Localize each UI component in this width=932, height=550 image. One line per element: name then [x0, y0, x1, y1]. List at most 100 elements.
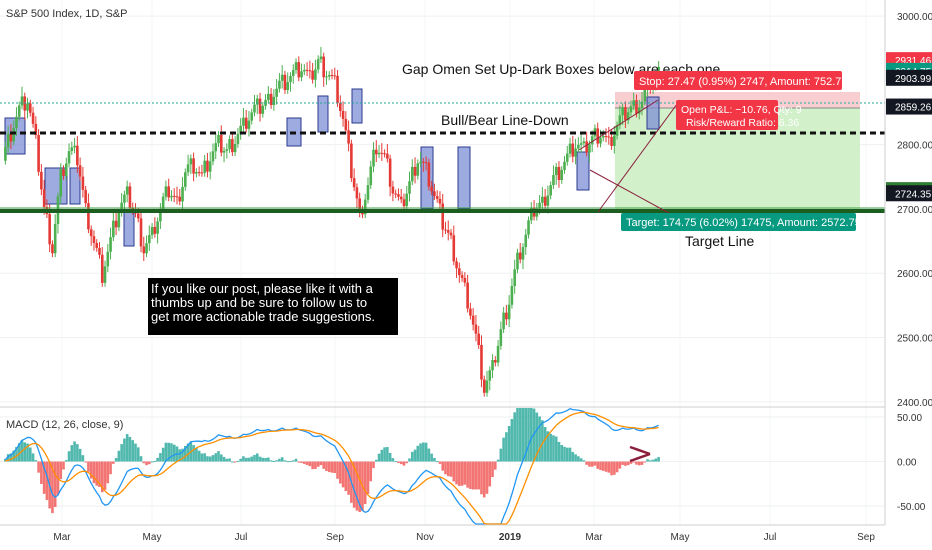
- candle-body: [488, 370, 492, 381]
- candle-body: [441, 203, 445, 230]
- macd-bar: [590, 461, 594, 467]
- price-tick-label: 2500.00: [897, 334, 932, 345]
- macd-bar: [291, 460, 295, 462]
- candle-body: [552, 175, 555, 186]
- candle-body: [344, 118, 348, 131]
- macd-bar: [109, 461, 112, 475]
- candle-body: [87, 203, 90, 230]
- macd-bar: [521, 408, 525, 462]
- macd-bar: [458, 461, 461, 486]
- target-line-annotation: Target Line: [685, 233, 754, 249]
- macd-bar: [300, 461, 303, 463]
- macd-bar: [336, 461, 339, 479]
- candle-body: [159, 208, 162, 222]
- macd-bar: [344, 461, 348, 492]
- candle-body: [330, 75, 334, 76]
- candle-body: [297, 62, 301, 78]
- candle-body: [549, 185, 552, 196]
- candle-body: [366, 185, 370, 200]
- candle-body: [574, 148, 577, 157]
- candle-body: [419, 161, 422, 164]
- candle-body: [438, 198, 442, 204]
- candle-body: [150, 226, 154, 236]
- candle-body: [286, 82, 290, 90]
- macd-bar: [416, 445, 420, 462]
- candle-body: [621, 107, 624, 116]
- candle-body: [496, 345, 500, 363]
- price-tag-box: [886, 185, 932, 202]
- gap-box: [420, 146, 434, 210]
- gap-box: [317, 95, 329, 133]
- macd-tick-label: 0.00: [897, 458, 917, 469]
- candle-body: [200, 172, 204, 174]
- macd-bar: [17, 443, 21, 462]
- macd-bar: [518, 408, 522, 462]
- time-axis-labels: Mar May Jul Sep Nov 2019 Mar May Jul Sep: [53, 532, 875, 543]
- candle-body: [333, 75, 337, 77]
- macd-bar: [491, 461, 494, 478]
- macd-bar: [604, 461, 608, 472]
- price-tag-label: 2724.35: [895, 189, 932, 200]
- macd-axis-ticks: -50.00 0.00 50.00: [897, 413, 926, 513]
- macd-bar: [363, 461, 367, 505]
- candle-body: [322, 56, 325, 78]
- candle-body: [233, 144, 237, 153]
- candle-body: [211, 151, 215, 162]
- macd-bar: [117, 450, 121, 462]
- candle-body: [588, 144, 591, 153]
- macd-bar: [206, 456, 209, 462]
- macd-bar: [123, 438, 126, 462]
- macd-bar: [402, 461, 406, 466]
- macd-bar: [278, 458, 281, 462]
- candle-body: [383, 153, 386, 155]
- macd-bar: [585, 461, 588, 465]
- macd-bar: [136, 447, 140, 462]
- macd-bar: [37, 461, 40, 473]
- candle-body: [543, 196, 547, 206]
- chart-title: S&P 500 Index, 1D, S&P: [6, 8, 127, 20]
- macd-bar: [510, 419, 514, 462]
- price-tick-label: 2600.00: [897, 269, 932, 280]
- macd-bar: [474, 461, 478, 490]
- macd-bar: [195, 447, 198, 462]
- macd-bar: [524, 408, 528, 462]
- macd-bar: [438, 461, 442, 464]
- macd-bar: [233, 461, 237, 463]
- candle-body: [527, 220, 530, 235]
- price-tag-label: 2903.99: [895, 74, 932, 85]
- candle-body: [64, 163, 68, 176]
- candle-body: [4, 147, 7, 161]
- macd-bar: [95, 461, 99, 486]
- macd-bar: [286, 461, 290, 463]
- macd-bar: [460, 461, 464, 486]
- macd-bar: [236, 460, 240, 462]
- gap-box: [646, 96, 660, 130]
- candle-body: [341, 111, 345, 119]
- macd-tick-label: 50.00: [897, 413, 922, 424]
- macd-bar: [275, 460, 278, 462]
- candle-body: [92, 236, 96, 243]
- candle-body: [225, 149, 229, 151]
- candle-body: [98, 247, 101, 255]
- candle-body: [499, 329, 503, 346]
- macd-bar: [565, 447, 569, 462]
- macd-bar: [128, 436, 132, 462]
- time-label: Mar: [53, 532, 71, 543]
- macd-bar: [635, 461, 638, 465]
- macd-bar: [222, 456, 226, 462]
- candle-body: [53, 223, 57, 254]
- macd-bar: [26, 443, 29, 462]
- macd-bar: [87, 461, 90, 472]
- macd-bar: [552, 435, 555, 462]
- candle-body: [242, 117, 245, 126]
- candle-body: [507, 304, 511, 320]
- candle-body: [112, 220, 115, 238]
- candle-body: [643, 89, 647, 102]
- macd-bar: [391, 458, 395, 462]
- macd-bar: [134, 443, 137, 462]
- candle-body: [413, 166, 417, 176]
- macd-bar: [541, 420, 544, 462]
- candle-body: [164, 186, 168, 197]
- macd-arrow-icon: [629, 445, 651, 463]
